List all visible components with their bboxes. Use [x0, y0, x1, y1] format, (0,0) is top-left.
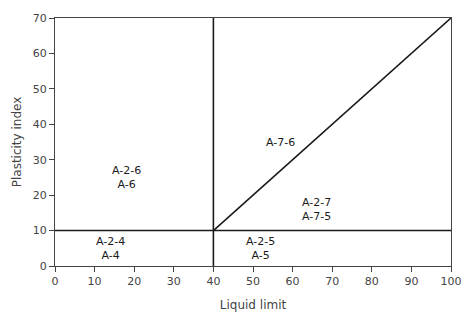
- svg-text:A-2-6A-6: A-2-6A-6: [112, 164, 141, 191]
- svg-text:0: 0: [40, 260, 47, 273]
- svg-text:A-2-4A-4: A-2-4A-4: [96, 235, 125, 262]
- svg-text:A-2-5A-5: A-2-5A-5: [246, 235, 275, 262]
- svg-text:80: 80: [365, 275, 379, 288]
- svg-text:10: 10: [33, 224, 47, 237]
- svg-text:60: 60: [33, 47, 47, 60]
- svg-text:20: 20: [33, 189, 47, 202]
- svg-text:50: 50: [246, 275, 260, 288]
- svg-text:70: 70: [33, 12, 47, 25]
- svg-text:30: 30: [167, 275, 181, 288]
- svg-text:70: 70: [325, 275, 339, 288]
- svg-text:30: 30: [33, 154, 47, 167]
- svg-text:A-2-7A-7-5: A-2-7A-7-5: [302, 196, 331, 223]
- svg-text:A-7-6: A-7-6: [266, 136, 295, 149]
- svg-text:50: 50: [33, 83, 47, 96]
- svg-text:100: 100: [441, 275, 462, 288]
- svg-text:40: 40: [33, 118, 47, 131]
- svg-text:0: 0: [52, 275, 59, 288]
- svg-text:10: 10: [88, 275, 102, 288]
- svg-text:60: 60: [286, 275, 300, 288]
- svg-text:Plasticity index: Plasticity index: [10, 97, 24, 188]
- svg-text:90: 90: [404, 275, 418, 288]
- svg-text:40: 40: [206, 275, 220, 288]
- svg-text:Liquid limit: Liquid limit: [220, 298, 287, 312]
- svg-text:20: 20: [127, 275, 141, 288]
